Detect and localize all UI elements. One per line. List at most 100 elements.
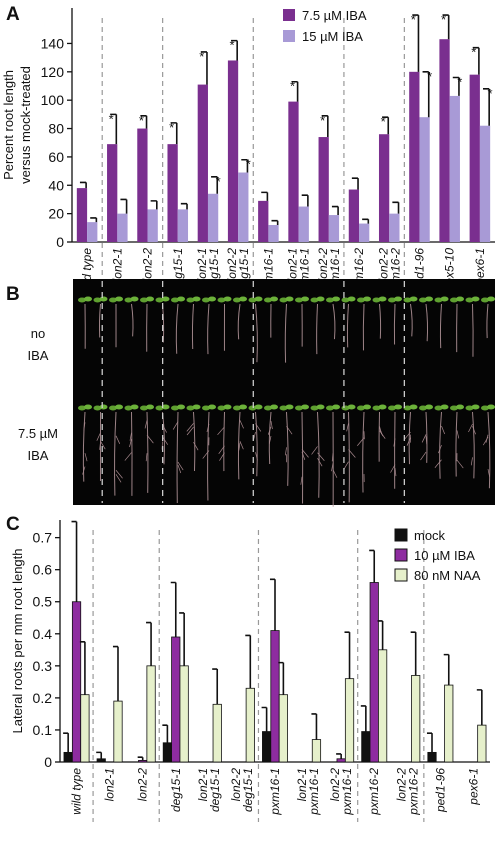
cotyledon bbox=[99, 404, 108, 410]
cotyledon bbox=[465, 297, 474, 303]
x-tick-line: wild type bbox=[70, 768, 84, 815]
cotyledon bbox=[332, 296, 340, 302]
bar bbox=[419, 117, 430, 242]
seedling-root bbox=[455, 411, 458, 477]
error-bar bbox=[311, 713, 318, 740]
lateral-root bbox=[393, 438, 396, 447]
lateral-root bbox=[99, 441, 101, 450]
lateral-root bbox=[331, 463, 334, 472]
bar bbox=[162, 742, 172, 763]
error-bar bbox=[79, 641, 86, 695]
cotyledon bbox=[254, 404, 263, 410]
cotyledon bbox=[270, 296, 278, 302]
bar bbox=[138, 759, 148, 763]
y-tick-label: 100 bbox=[41, 92, 65, 108]
lateral-root bbox=[390, 464, 396, 473]
cotyledon bbox=[378, 404, 387, 410]
x-tick-line: lon2-1 bbox=[286, 248, 300, 281]
lateral-root bbox=[239, 441, 244, 450]
lateral-root bbox=[394, 468, 397, 477]
error-bar bbox=[112, 645, 119, 702]
bar bbox=[227, 60, 239, 242]
cotyledon bbox=[264, 405, 272, 411]
bar bbox=[288, 101, 299, 242]
bar bbox=[146, 665, 156, 763]
cotyledon bbox=[295, 405, 303, 411]
lateral-root bbox=[346, 423, 349, 432]
seedling-root bbox=[193, 411, 196, 472]
cotyledon bbox=[192, 296, 201, 302]
error-bar bbox=[426, 732, 433, 753]
significance-asterisk: * bbox=[427, 69, 432, 84]
legend-swatch bbox=[394, 568, 408, 582]
lateral-root bbox=[311, 446, 318, 455]
significance-asterisk: * bbox=[230, 38, 235, 53]
cotyledon bbox=[394, 404, 402, 410]
cotyledon bbox=[403, 405, 412, 411]
lateral-root bbox=[406, 437, 411, 446]
bar bbox=[389, 213, 400, 242]
cotyledon bbox=[450, 405, 458, 411]
cotyledon bbox=[264, 297, 272, 303]
lateral-root bbox=[218, 445, 225, 455]
cotyledon bbox=[310, 405, 319, 411]
error-bar bbox=[410, 631, 417, 676]
cotyledon bbox=[471, 296, 480, 302]
lateral-root bbox=[268, 435, 272, 445]
x-tick-label: lon2-1 bbox=[110, 248, 124, 281]
error-bar bbox=[443, 653, 450, 686]
lateral-root bbox=[438, 444, 442, 454]
bar bbox=[348, 189, 360, 242]
cotyledon bbox=[208, 296, 216, 302]
cotyledon bbox=[217, 405, 226, 411]
x-tick-line: lon2-2 bbox=[136, 768, 150, 802]
bar bbox=[179, 665, 189, 763]
y-tick-label: 0.4 bbox=[33, 626, 53, 642]
cotyledon bbox=[109, 405, 117, 411]
cotyledon bbox=[171, 405, 179, 411]
cotyledon bbox=[254, 296, 263, 302]
error-bar bbox=[392, 201, 400, 214]
lateral-root bbox=[434, 459, 442, 468]
x-tick-line: deg15-1 bbox=[169, 768, 183, 812]
cotyledon bbox=[316, 404, 325, 410]
lateral-root bbox=[146, 434, 154, 444]
seedling-root bbox=[284, 303, 287, 363]
significance-asterisk: * bbox=[441, 12, 446, 27]
legend-label: 7.5 µM IBA bbox=[302, 8, 367, 23]
x-tick-line: pex6-1 bbox=[473, 248, 487, 286]
error-bar bbox=[241, 158, 249, 173]
lateral-root bbox=[129, 432, 132, 441]
x-tick-label: lon2-1 bbox=[103, 768, 117, 801]
cotyledon bbox=[372, 405, 381, 411]
lateral-root bbox=[470, 457, 473, 466]
error-bar bbox=[140, 114, 148, 129]
lateral-root bbox=[115, 470, 123, 479]
significance-asterisk: * bbox=[109, 111, 114, 126]
cotyledon bbox=[130, 296, 139, 302]
significance-asterisk: * bbox=[246, 157, 251, 172]
bar bbox=[197, 84, 208, 242]
seedling-root bbox=[114, 411, 117, 496]
cotyledon bbox=[93, 297, 102, 303]
cotyledon bbox=[301, 296, 309, 302]
x-tick-label: pex6-1 bbox=[466, 768, 480, 806]
cotyledon bbox=[347, 296, 356, 302]
bar bbox=[278, 694, 288, 763]
x-tick-label: lon2-2pxm16-1 bbox=[328, 768, 354, 816]
bar bbox=[87, 222, 98, 242]
bar bbox=[258, 200, 269, 242]
seedling-root bbox=[98, 303, 101, 338]
bar bbox=[344, 678, 355, 763]
lateral-root bbox=[239, 420, 244, 429]
cotyledon bbox=[78, 405, 86, 411]
legend-label: 80 nM NAA bbox=[414, 568, 481, 583]
seedling-root bbox=[393, 303, 396, 345]
cotyledon bbox=[434, 405, 443, 411]
cotyledon bbox=[409, 296, 418, 302]
bar bbox=[63, 751, 73, 763]
error-bar bbox=[179, 612, 185, 666]
cotyledon bbox=[357, 297, 365, 303]
error-bar bbox=[422, 71, 430, 118]
x-tick-line: ped1-96 bbox=[433, 768, 447, 813]
